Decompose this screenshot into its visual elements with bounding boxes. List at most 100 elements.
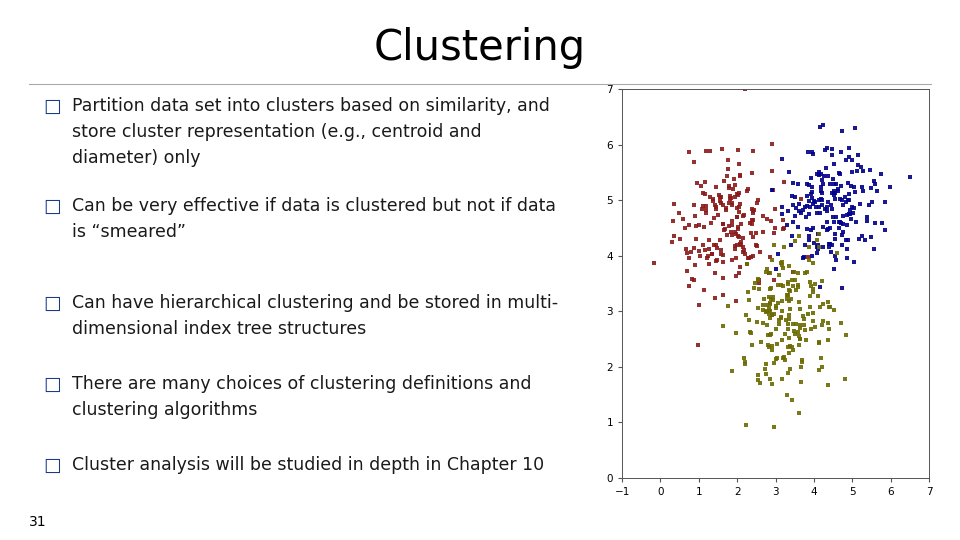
Point <box>781 168 797 177</box>
Point <box>802 243 817 252</box>
Point <box>710 211 726 219</box>
Point <box>781 287 797 295</box>
Point <box>665 217 681 226</box>
Point <box>785 282 801 291</box>
Point <box>776 354 791 362</box>
Point <box>750 195 765 204</box>
Point <box>703 147 718 156</box>
Point <box>804 325 819 334</box>
Point <box>774 313 789 321</box>
Point <box>776 224 791 233</box>
Point <box>868 180 883 188</box>
Point <box>807 280 823 289</box>
Point <box>777 353 792 362</box>
Point <box>806 239 822 247</box>
Point <box>775 257 790 266</box>
Point <box>837 193 852 202</box>
Point <box>812 366 828 374</box>
Point <box>785 201 801 210</box>
Point <box>772 315 787 324</box>
Point <box>686 244 702 253</box>
Point <box>727 228 742 237</box>
Point <box>861 201 876 210</box>
Point <box>792 335 807 343</box>
Point <box>728 271 743 280</box>
Point <box>718 204 733 212</box>
Point <box>730 212 745 221</box>
Point <box>764 311 780 320</box>
Point <box>679 245 694 253</box>
Point <box>771 271 786 279</box>
Point <box>807 323 823 332</box>
Point <box>800 192 815 200</box>
Point <box>840 235 855 244</box>
Point <box>842 153 857 161</box>
Point <box>791 223 806 232</box>
Point <box>796 253 811 262</box>
Point <box>736 211 752 219</box>
Point <box>744 205 759 214</box>
Point <box>771 320 786 328</box>
Point <box>804 173 819 182</box>
Point <box>781 261 797 270</box>
Point <box>849 218 864 226</box>
Point <box>815 196 830 205</box>
Point <box>791 199 806 208</box>
Point <box>805 200 821 208</box>
Point <box>775 260 790 269</box>
Point <box>729 328 744 337</box>
Point <box>745 233 760 241</box>
Point <box>749 318 764 326</box>
Point <box>699 206 714 214</box>
Point <box>841 144 856 153</box>
Point <box>693 182 708 191</box>
Point <box>742 296 757 305</box>
Point <box>737 85 753 93</box>
Point <box>799 213 814 221</box>
Point <box>706 195 721 204</box>
Point <box>716 177 732 185</box>
Point <box>770 280 785 289</box>
Point <box>806 196 822 205</box>
Point <box>831 224 847 232</box>
Point <box>801 210 816 218</box>
Point <box>751 303 766 312</box>
Point <box>738 311 754 320</box>
Point <box>755 319 770 328</box>
Point <box>708 205 724 214</box>
Point <box>787 237 803 245</box>
Point <box>838 198 853 207</box>
Point <box>731 223 746 232</box>
Point <box>825 241 840 249</box>
Point <box>784 343 800 352</box>
Point <box>877 198 893 206</box>
Text: □: □ <box>43 375 60 394</box>
Point <box>796 253 811 262</box>
Point <box>787 193 803 201</box>
Point <box>729 230 744 238</box>
Point <box>751 376 766 384</box>
Point <box>798 326 813 335</box>
Point <box>732 189 747 198</box>
Point <box>691 221 707 230</box>
Point <box>768 265 783 273</box>
Point <box>789 204 804 212</box>
Point <box>713 249 729 258</box>
Point <box>828 234 843 243</box>
Point <box>838 235 853 244</box>
Point <box>727 245 742 254</box>
Point <box>731 231 746 240</box>
Point <box>672 235 687 244</box>
Point <box>845 209 860 218</box>
Point <box>686 201 702 210</box>
Point <box>722 194 737 203</box>
Point <box>837 375 852 383</box>
Point <box>809 170 825 179</box>
Point <box>737 360 753 368</box>
Point <box>709 244 725 253</box>
Point <box>732 172 748 180</box>
Point <box>774 210 789 218</box>
Point <box>712 193 728 201</box>
Point <box>811 202 827 211</box>
Point <box>822 242 837 251</box>
